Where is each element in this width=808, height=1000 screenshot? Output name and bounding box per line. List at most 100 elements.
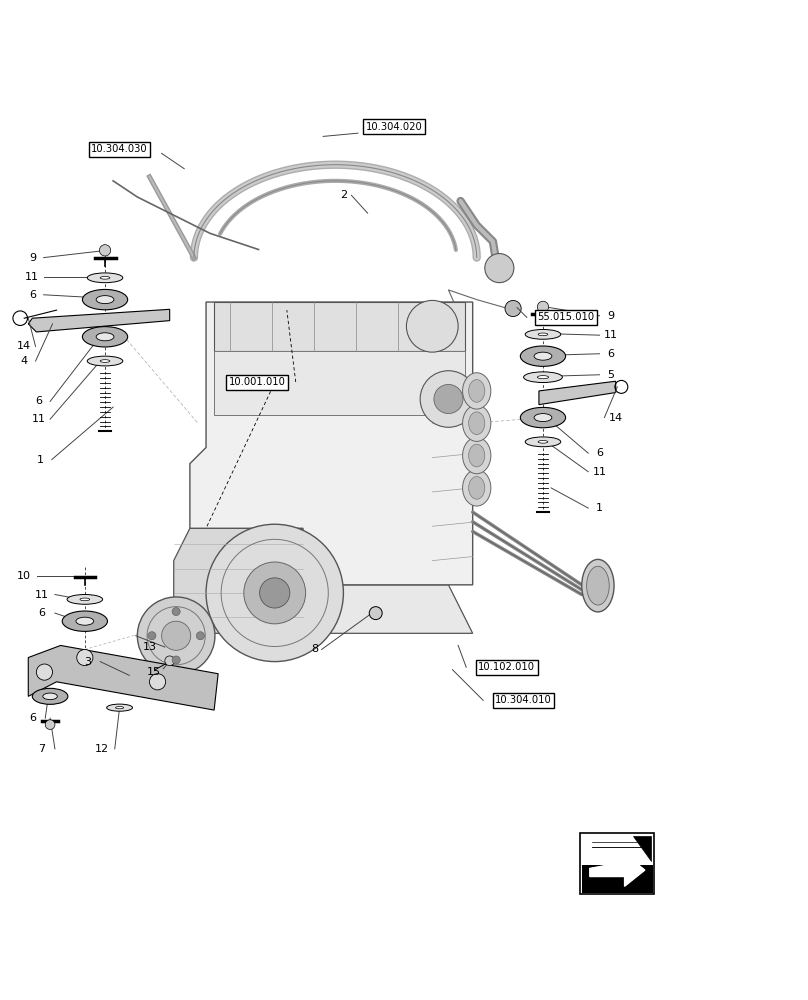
Ellipse shape [96,333,114,341]
Ellipse shape [462,373,490,409]
Text: 4: 4 [21,356,27,366]
Circle shape [406,300,458,352]
Circle shape [206,524,343,662]
Circle shape [172,607,180,616]
Circle shape [36,664,53,680]
Polygon shape [539,381,616,405]
Ellipse shape [534,414,552,422]
Ellipse shape [538,440,548,443]
Ellipse shape [469,380,485,402]
Circle shape [369,607,382,620]
Text: 6: 6 [608,349,614,359]
Circle shape [196,632,204,640]
Text: 9: 9 [29,253,36,263]
Text: 55.015.010: 55.015.010 [537,312,594,322]
Text: 14: 14 [17,341,32,351]
Circle shape [165,656,175,666]
Bar [214,351,465,415]
Text: 11: 11 [592,467,607,477]
Text: 10.001.010: 10.001.010 [229,377,285,387]
Ellipse shape [82,327,128,347]
Text: 6: 6 [39,608,45,618]
Ellipse shape [520,346,566,366]
Ellipse shape [520,407,566,428]
Ellipse shape [462,405,490,441]
Ellipse shape [469,444,485,467]
Text: 3: 3 [84,657,90,667]
Text: 13: 13 [143,642,158,652]
Polygon shape [633,836,651,861]
Polygon shape [28,645,218,710]
Text: 15: 15 [146,667,161,677]
Ellipse shape [525,329,561,339]
Text: 7: 7 [39,744,45,754]
Ellipse shape [107,704,133,711]
Text: 1: 1 [37,455,44,465]
Text: 9: 9 [608,311,614,321]
Ellipse shape [96,296,114,304]
Circle shape [137,597,215,675]
Text: 10: 10 [17,571,32,581]
Ellipse shape [582,559,614,612]
Text: 12: 12 [95,744,109,754]
Text: 10.304.020: 10.304.020 [366,122,423,132]
Polygon shape [28,309,170,332]
Ellipse shape [534,352,552,360]
Ellipse shape [32,688,68,704]
Polygon shape [590,854,645,886]
Circle shape [148,632,156,640]
Polygon shape [206,585,473,633]
Text: 6: 6 [29,290,36,300]
Bar [580,833,654,894]
Ellipse shape [62,611,107,631]
Circle shape [420,371,477,427]
Ellipse shape [80,598,90,601]
Ellipse shape [43,693,57,700]
Ellipse shape [82,289,128,310]
Circle shape [505,300,521,317]
Ellipse shape [100,360,110,362]
Polygon shape [214,302,465,351]
Circle shape [537,301,549,313]
Text: 6: 6 [596,448,603,458]
Circle shape [244,562,305,624]
Polygon shape [174,528,303,633]
Text: 11: 11 [25,272,40,282]
Ellipse shape [67,594,103,604]
Circle shape [259,578,290,608]
Bar [582,865,653,893]
Circle shape [434,384,463,414]
Ellipse shape [538,333,548,336]
Circle shape [162,621,191,650]
Text: 14: 14 [608,413,623,423]
Ellipse shape [469,412,485,435]
Text: 1: 1 [596,503,603,513]
Text: 10.102.010: 10.102.010 [478,662,535,672]
Ellipse shape [462,470,490,506]
Text: 2: 2 [340,190,347,200]
Circle shape [99,245,111,256]
Ellipse shape [76,617,94,625]
Text: 11: 11 [32,414,46,424]
Ellipse shape [537,376,549,379]
Text: 11: 11 [604,330,618,340]
Ellipse shape [469,477,485,499]
Text: 6: 6 [29,713,36,723]
Text: 10.304.010: 10.304.010 [495,695,552,705]
Ellipse shape [462,437,490,474]
Circle shape [172,656,180,664]
Text: 8: 8 [312,644,318,654]
Ellipse shape [87,356,123,366]
Circle shape [45,720,55,729]
Circle shape [77,649,93,666]
Ellipse shape [116,707,124,709]
Ellipse shape [524,372,562,383]
Text: 11: 11 [35,590,49,600]
Polygon shape [190,302,473,585]
Text: 10.304.030: 10.304.030 [91,144,148,154]
Text: 5: 5 [608,370,614,380]
Ellipse shape [87,273,123,283]
Text: 6: 6 [36,396,42,406]
Ellipse shape [525,437,561,447]
Circle shape [485,254,514,283]
